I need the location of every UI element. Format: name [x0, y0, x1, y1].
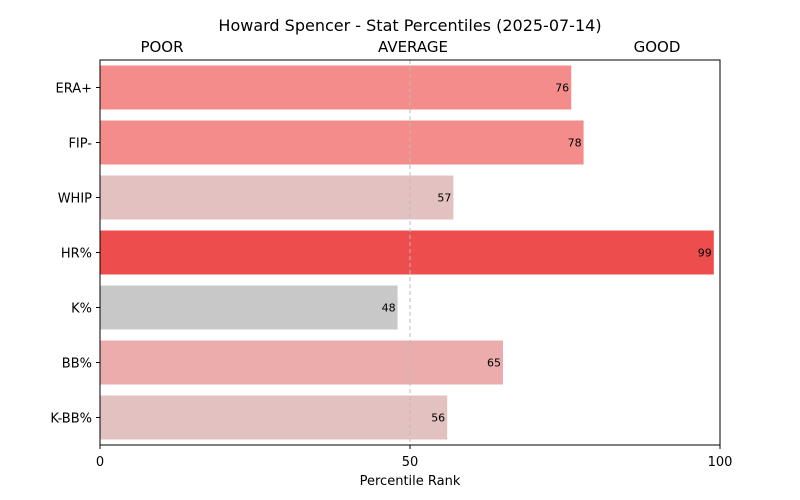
bar-era-: [100, 65, 572, 110]
bar-k-bb-: [100, 395, 448, 440]
y-tick-label: WHIP: [58, 192, 92, 207]
bar-value-label: 76: [555, 82, 569, 95]
x-axis: 0 50 100: [96, 445, 733, 470]
chart-title: Howard Spencer - Stat Percentiles (2025-…: [218, 16, 601, 35]
bar-hr-: [100, 230, 714, 275]
zone-label-poor: POOR: [140, 38, 183, 56]
y-tick-label: HR%: [61, 247, 92, 262]
y-tick-label: K%: [71, 302, 92, 317]
bar-value-label: 48: [382, 302, 396, 315]
y-tick-label: BB%: [62, 357, 92, 372]
bar-value-label: 56: [431, 412, 445, 425]
bars-group: 76 78 57 99 48 65 56: [100, 65, 714, 440]
zone-label-good: GOOD: [634, 38, 681, 56]
zone-label-average: AVERAGE: [378, 38, 448, 56]
bar-value-label: 78: [568, 137, 582, 150]
bar-whip: [100, 175, 454, 220]
y-axis: ERA+ FIP- WHIP HR% K% BB% K-BB%: [50, 82, 100, 427]
y-tick-label: FIP-: [68, 137, 92, 152]
bar-bb-: [100, 340, 503, 385]
x-tick-label: 100: [708, 455, 733, 470]
bar-value-label: 57: [437, 192, 451, 205]
x-tick-label: 0: [96, 455, 104, 470]
y-tick-label: ERA+: [55, 82, 92, 97]
x-tick-label: 50: [402, 455, 419, 470]
bar-value-label: 65: [487, 357, 501, 370]
bar-k-: [100, 285, 398, 330]
bar-fip-: [100, 120, 584, 165]
y-tick-label: K-BB%: [50, 412, 92, 427]
x-axis-label: Percentile Rank: [360, 474, 461, 489]
bar-value-label: 99: [698, 247, 712, 260]
